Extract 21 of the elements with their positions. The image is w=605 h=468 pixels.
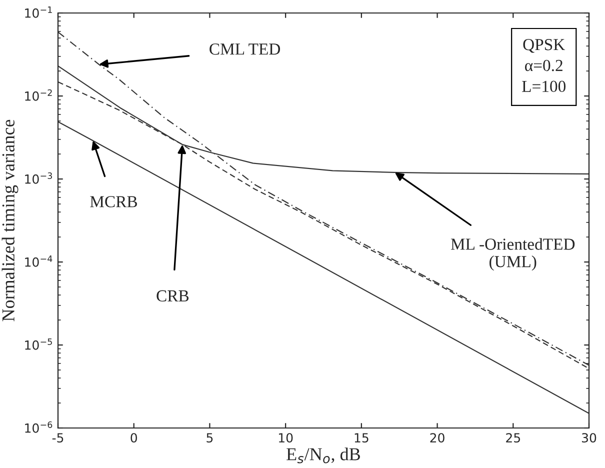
x-axis-title: E$_{s}$/N$_{o}$, dB <box>286 448 360 464</box>
y-tick-label: 10$^{−5}$ <box>25 338 52 350</box>
y-tick-label: 10$^{−4}$ <box>25 256 52 267</box>
annotation: MCRB <box>90 196 137 208</box>
x-tick-label: 0 <box>130 433 138 443</box>
y-tick-label: 10$^{−1}$ <box>25 6 52 18</box>
x-tick-label: 30 <box>582 433 596 443</box>
y-tick-label: 10$^{−6}$ <box>25 421 52 433</box>
y-axis-title: Normalized timing variance <box>2 120 18 322</box>
x-tick-label: 15 <box>354 433 368 443</box>
x-tick-label: 20 <box>430 433 444 443</box>
annotation: ML -OrientedTED (UML) <box>450 238 575 271</box>
annotation: CRB <box>156 290 189 302</box>
annotation: CML TED <box>210 44 280 55</box>
annotation: QPSK α=0.2 L=100 <box>522 39 566 92</box>
x-tick-label: 10 <box>278 433 293 443</box>
x-tick-label: 25 <box>506 433 520 443</box>
y-tick-label: 10$^{−2}$ <box>25 89 52 101</box>
x-tick-label: -5 <box>52 433 64 443</box>
x-tick-label: 5 <box>206 433 213 443</box>
y-tick-label: 10$^{−3}$ <box>25 172 52 184</box>
